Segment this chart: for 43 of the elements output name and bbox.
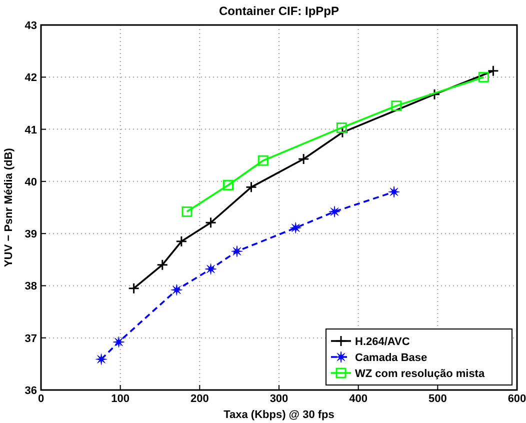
y-tick-label: 41 (24, 124, 37, 136)
x-tick-label: 500 (428, 393, 447, 405)
y-tick-label: 37 (24, 332, 37, 345)
point (156, 259, 168, 271)
point (478, 72, 489, 82)
point (96, 353, 108, 365)
point (231, 246, 243, 258)
y-tick-label: 42 (24, 72, 37, 84)
point (487, 65, 499, 77)
x-tick-label: 300 (270, 393, 288, 405)
point (328, 206, 340, 218)
legend-label: Camada Base (355, 352, 428, 364)
point (205, 216, 217, 228)
legend-label: WZ com resolução mista (355, 368, 486, 380)
legend-label: H.264/AVC (355, 336, 410, 348)
y-tick-label: 36 (24, 385, 37, 397)
point (176, 236, 188, 248)
x-tick-label: 400 (349, 393, 368, 405)
point (205, 263, 217, 275)
x-tick-label: 200 (190, 393, 209, 405)
point (336, 122, 347, 133)
chart-title: Container CIF: IpPpP (219, 4, 339, 18)
point (428, 88, 440, 100)
y-axis-title: YUV − Psnr Média (dB) (3, 148, 15, 267)
point (170, 284, 182, 296)
point (388, 186, 400, 198)
x-tick-label: 100 (111, 393, 130, 405)
point (128, 282, 140, 294)
point (112, 336, 124, 348)
point (222, 180, 234, 190)
point (258, 155, 268, 166)
y-tick-label: 43 (24, 20, 37, 32)
point (298, 153, 310, 165)
point (290, 222, 302, 234)
x-tick-label: 0 (38, 393, 44, 405)
x-axis-title: Taxa (Kbps) @ 30 fps (224, 409, 334, 421)
point (245, 181, 257, 193)
point (182, 206, 192, 217)
y-tick-label: 39 (24, 228, 37, 241)
point (391, 100, 402, 112)
y-tick-label: 38 (24, 280, 37, 293)
x-tick-label: 600 (508, 393, 526, 405)
y-tick-label: 40 (24, 176, 37, 188)
